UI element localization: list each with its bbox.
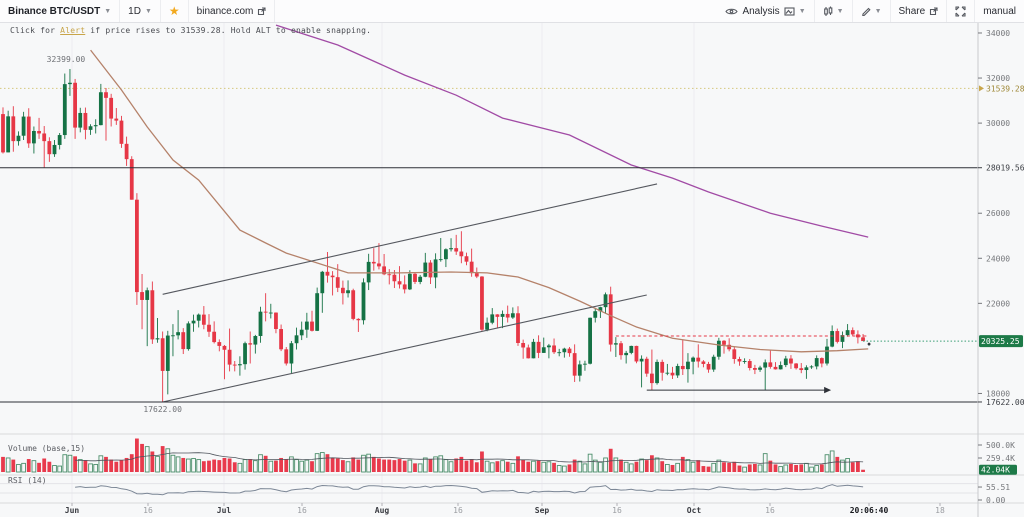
svg-text:30000: 30000 <box>986 119 1010 128</box>
analysis-label: Analysis <box>742 5 780 17</box>
rsi-line <box>75 484 864 496</box>
price-axis[interactable]: 34000 32000 30000 26000 24000 22000 18000 28019… <box>978 29 1024 505</box>
exchange-link-button[interactable]: binance.com <box>189 0 276 22</box>
svg-text:34000: 34000 <box>986 29 1010 38</box>
hint-pre: Click for <box>10 26 61 35</box>
star-icon: ★ <box>168 4 180 18</box>
favorite-button[interactable]: ★ <box>161 0 189 22</box>
svg-text:RSI (14): RSI (14) <box>8 476 47 485</box>
ma-long-line <box>275 24 869 238</box>
svg-text:18000: 18000 <box>986 389 1010 398</box>
svg-text:28019.56: 28019.56 <box>986 164 1024 173</box>
volume-pane <box>1 438 865 473</box>
svg-text:20325.25: 20325.25 <box>981 337 1020 346</box>
external-link-icon <box>257 6 266 16</box>
svg-text:500.0K: 500.0K <box>986 441 1015 450</box>
symbol-label: Binance BTC/USDT <box>8 5 101 17</box>
hint-post: if price rises to 31539.28. Hold ALT to … <box>85 26 372 35</box>
gridlines <box>71 22 695 503</box>
candles-layer <box>1 69 865 402</box>
last-close-dot <box>867 342 871 346</box>
svg-text:Jul: Jul <box>217 506 232 515</box>
ma-short-line <box>90 49 869 353</box>
svg-text:17622.00: 17622.00 <box>143 405 182 414</box>
svg-text:Sep: Sep <box>535 506 550 515</box>
indicator-lines <box>90 24 869 403</box>
rsi-pane <box>0 483 978 496</box>
current-volume-badge <box>979 464 1017 475</box>
trendline-lower <box>162 294 647 403</box>
svg-text:18: 18 <box>935 506 945 515</box>
svg-text:Oct: Oct <box>687 506 702 515</box>
external-link-icon <box>929 6 938 16</box>
svg-text:16: 16 <box>143 506 153 515</box>
fullscreen-icon <box>955 5 966 17</box>
current-price-badge <box>979 335 1023 348</box>
share-button[interactable]: Share <box>891 0 948 22</box>
chevron-down-icon: ▼ <box>836 7 844 15</box>
svg-text:16: 16 <box>297 506 307 515</box>
candlestick-style-icon <box>823 6 833 17</box>
top-toolbar: Binance BTC/USDT ▼ 1D ▼ ★ binance.com An… <box>0 0 1024 23</box>
symbol-button[interactable]: Binance BTC/USDT ▼ <box>0 0 121 22</box>
volume-ma-line <box>75 452 864 465</box>
hint-alert-link[interactable]: Alert <box>60 26 86 35</box>
svg-text:Jun: Jun <box>65 506 80 515</box>
svg-text:16: 16 <box>612 506 622 515</box>
svg-text:17622.00: 17622.00 <box>986 398 1024 407</box>
arrow-head <box>824 386 832 394</box>
svg-text:22000: 22000 <box>986 299 1010 308</box>
analysis-button[interactable]: Analysis ▼ <box>717 0 813 22</box>
chart-style-button[interactable]: ▼ <box>813 0 853 22</box>
fullscreen-button[interactable] <box>947 0 976 22</box>
svg-text:31539.28: 31539.28 <box>986 84 1024 93</box>
svg-text:42.04K: 42.04K <box>981 466 1010 475</box>
chevron-down-icon: ▼ <box>144 7 152 15</box>
svg-text:16: 16 <box>453 506 463 515</box>
svg-text:0.00: 0.00 <box>986 496 1005 505</box>
interval-label: 1D <box>128 5 141 17</box>
snapshot-icon <box>784 6 795 16</box>
manual-label: manual <box>983 5 1016 17</box>
share-label: Share <box>898 5 926 17</box>
alert-hint-text: Click for Alert if price rises to 31539.… <box>10 26 371 35</box>
trendline-upper <box>162 183 658 295</box>
toolbar-right-group: Analysis ▼ ▼ ▼ Share <box>717 0 1024 22</box>
svg-text:26000: 26000 <box>986 209 1010 218</box>
chevron-down-icon: ▼ <box>798 7 806 15</box>
manual-button[interactable]: manual <box>975 0 1024 22</box>
draw-button[interactable]: ▼ <box>853 0 891 22</box>
svg-text:32000: 32000 <box>986 74 1010 83</box>
interval-button[interactable]: 1D ▼ <box>120 0 161 22</box>
pencil-icon <box>861 6 871 16</box>
svg-text:20:06:40: 20:06:40 <box>850 506 889 515</box>
svg-text:32399.00: 32399.00 <box>47 55 86 64</box>
exchange-link-label: binance.com <box>196 5 254 17</box>
svg-text:16: 16 <box>765 506 775 515</box>
chevron-down-icon: ▼ <box>104 7 112 15</box>
time-axis[interactable]: Jun 16 Jul 16 Aug 16 Sep 16 Oct 16 20:06:40 18 <box>65 503 945 515</box>
chevron-down-icon: ▼ <box>874 7 882 15</box>
alert-marker-icon <box>979 85 984 92</box>
svg-text:Aug: Aug <box>375 506 390 515</box>
svg-text:259.4K: 259.4K <box>986 454 1015 463</box>
svg-text:24000: 24000 <box>986 254 1010 263</box>
eye-icon <box>725 7 739 16</box>
svg-text:Volume (base,15): Volume (base,15) <box>8 444 85 453</box>
svg-text:55.51: 55.51 <box>986 483 1010 492</box>
